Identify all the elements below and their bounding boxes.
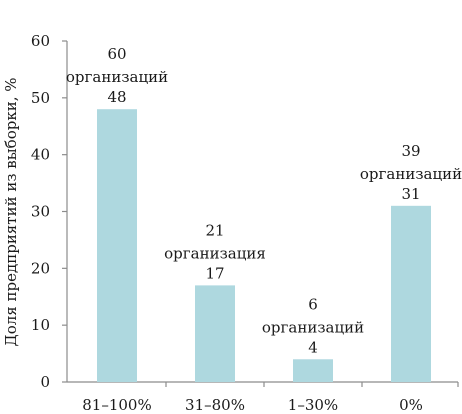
annotation-count: 39: [401, 142, 420, 160]
bar-3: [293, 359, 333, 382]
y-tick-label: 20: [31, 259, 50, 277]
annotation-label: организаций: [360, 165, 462, 183]
annotation-count: 60: [107, 45, 126, 63]
bar-2: [195, 285, 235, 382]
x-category-label: 31–80%: [185, 396, 245, 414]
annotation-label: организация: [164, 244, 266, 262]
annotation-label: организаций: [66, 68, 168, 86]
bar-1: [97, 109, 137, 382]
y-axis-title: Доля предприятий из выборки, %: [2, 78, 20, 347]
y-tick-label: 50: [31, 89, 50, 107]
bar-4: [391, 205, 431, 382]
y-tick-label: 40: [31, 146, 50, 164]
x-category-label: 1–30%: [288, 396, 338, 414]
x-category-label: 0%: [399, 396, 423, 414]
bar-value-label: 4: [308, 338, 318, 356]
annotation-count: 6: [308, 295, 318, 313]
annotation-count: 21: [205, 221, 224, 239]
bar-value-label: 17: [205, 264, 224, 282]
annotation-label: организаций: [262, 318, 364, 336]
y-tick-label: 30: [31, 203, 50, 221]
bar-value-label: 48: [107, 88, 126, 106]
y-tick-label: 60: [31, 32, 50, 50]
y-tick-label: 0: [40, 373, 50, 391]
x-category-label: 81–100%: [82, 396, 151, 414]
y-tick-label: 10: [31, 316, 50, 334]
bar-value-label: 31: [401, 185, 420, 203]
